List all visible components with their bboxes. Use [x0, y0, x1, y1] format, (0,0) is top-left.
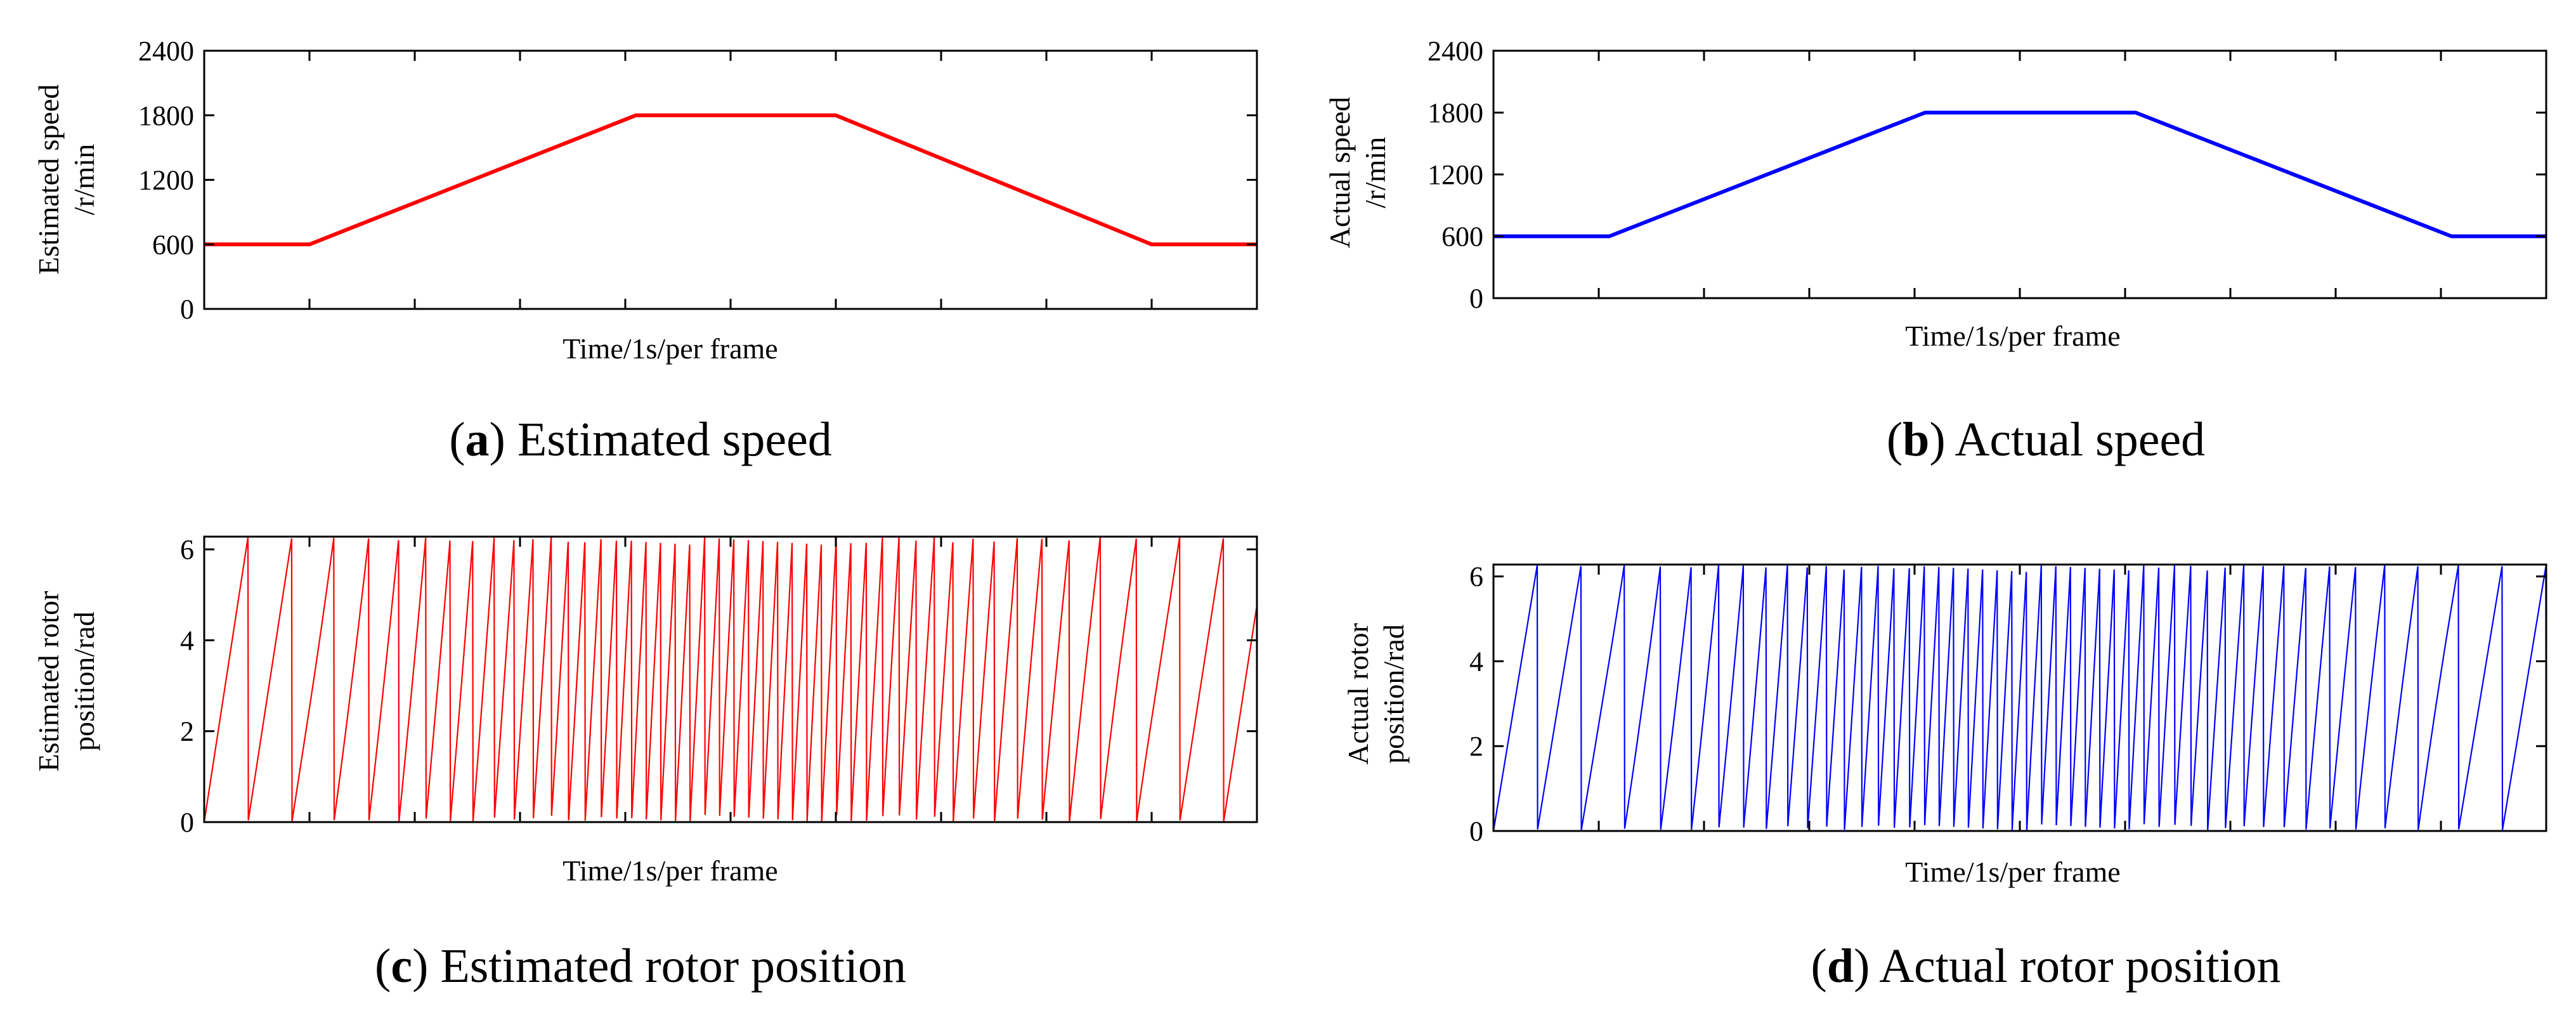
panel-c-caption: (c) Estimated rotor position	[375, 939, 906, 993]
panel-b-plot-area: 0 600 1200 1800 2400	[1428, 36, 2547, 314]
panel-d-caption: (d) Actual rotor position	[1811, 939, 2281, 993]
panel-b-ytick-label: 0	[1469, 283, 1483, 314]
panel-b-caption: (b) Actual speed	[1887, 413, 2205, 466]
panel-d-ytick-label: 2	[1469, 731, 1483, 762]
panel-d: 0 2 4 6 Actual rotor position/rad Time/1s/p…	[1342, 561, 2547, 993]
panel-a-ytick-label: 1800	[138, 100, 194, 131]
panel-a-ytick-label: 600	[152, 229, 194, 260]
panel-b-ytick-label: 2400	[1428, 36, 1483, 67]
panel-c-frame	[203, 535, 1258, 823]
panel-a-ytick-label: 0	[180, 294, 194, 325]
panel-d-ytick-label: 4	[1469, 646, 1483, 677]
panel-a-ylabel-line1: Estimated speed	[32, 84, 65, 275]
panel-c-ylabel-line2: position/rad	[68, 611, 100, 751]
panel-b-ylabel-line1: Actual speed	[1324, 97, 1356, 249]
panel-a-frame	[203, 49, 1258, 310]
panel-c-ytick-label: 2	[180, 716, 194, 747]
panel-c-position-series	[203, 537, 1258, 823]
panel-a-xlabel: Time/1s/per frame	[563, 332, 777, 365]
panel-a-caption-text: Estimated speed	[505, 413, 832, 466]
panel-b-frame	[1492, 49, 2547, 299]
panel-b-ytick-label: 600	[1441, 221, 1483, 252]
panel-c-xlabel: Time/1s/per frame	[563, 854, 777, 887]
panel-d-ylabel-line1: Actual rotor	[1342, 623, 1374, 765]
panel-a-caption-letter: a	[465, 413, 490, 466]
panel-b-ytick-label: 1200	[1428, 159, 1483, 190]
panel-c-ylabel-line1: Estimated rotor	[32, 591, 65, 772]
panel-c-caption-text: Estimated rotor position	[428, 939, 906, 993]
panel-d-ylabel-line2: position/rad	[1377, 624, 1410, 764]
panel-a-ytick-label: 2400	[138, 36, 194, 67]
panel-d-xlabel: Time/1s/per frame	[1905, 856, 2120, 888]
panel-b-caption-letter: b	[1903, 413, 1929, 466]
panel-c-ytick-label: 6	[180, 534, 194, 565]
panel-c-plot-area: 0 2 4 6	[180, 534, 1258, 838]
panel-b-caption-text: Actual speed	[1946, 413, 2205, 466]
panel-d-plot-area: 0 2 4 6	[1469, 561, 2547, 847]
panel-c: 0 2 4 6 Estimated rotor position/rad Time/1…	[32, 534, 1258, 993]
panel-c-ytick-label: 4	[180, 625, 194, 656]
panel-a-plot-area: 0 600 1200 1800 2400	[138, 36, 1258, 325]
panel-c-ytick-label: 0	[180, 807, 194, 838]
panel-b-series-line	[1493, 110, 2546, 239]
panel-b-xlabel: Time/1s/per frame	[1905, 320, 2120, 352]
panel-a-ylabel-line2: /r/min	[68, 144, 100, 215]
panel-a-series-line	[204, 113, 1257, 247]
panel-d-caption-letter: d	[1827, 939, 1854, 993]
panel-b: 0 600 1200 1800 2400 Actual speed /r/min Tim…	[1324, 36, 2547, 466]
panel-d-ytick-label: 0	[1469, 816, 1483, 847]
panel-a-ytick-label: 1200	[138, 165, 194, 196]
panel-b-ylabel-line2: /r/min	[1359, 137, 1391, 208]
panel-b-ytick-label: 1800	[1428, 98, 1483, 129]
panel-d-caption-text: Actual rotor position	[1870, 939, 2280, 993]
panel-d-position-series	[1492, 565, 2547, 832]
panel-d-ytick-label: 6	[1469, 561, 1483, 592]
panel-c-caption-letter: c	[391, 939, 412, 993]
panel-a-caption: (a) Estimated speed	[449, 413, 832, 466]
